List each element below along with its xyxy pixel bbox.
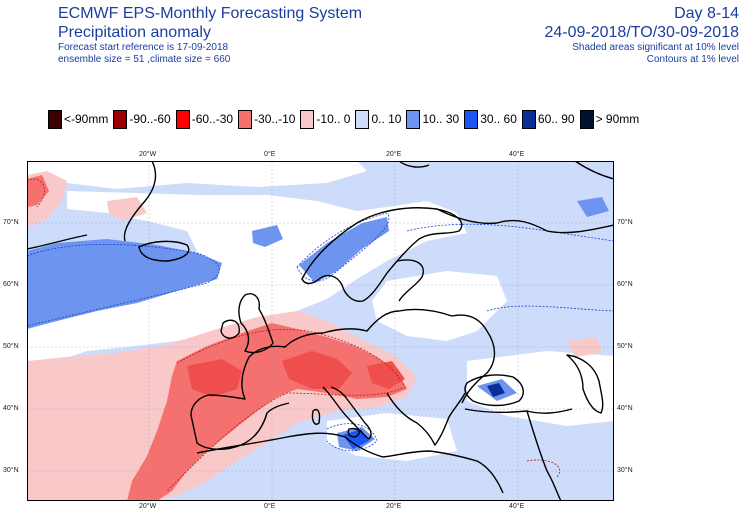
start-reference: Forecast start reference is 17-09-2018	[58, 42, 229, 53]
anomaly-minus10-0	[107, 197, 147, 221]
anomaly-10-30	[252, 225, 283, 247]
legend-label: 0.. 10	[371, 112, 402, 126]
system-title: ECMWF EPS-Monthly Forecasting System	[58, 5, 363, 22]
legend-item: 30.. 60	[464, 109, 517, 129]
parameter-title: Precipitation anomaly	[58, 24, 211, 41]
non-significant-area	[372, 271, 507, 341]
anomaly-minus60-minus30	[282, 351, 352, 389]
legend-swatch	[406, 109, 421, 129]
legend-swatch	[355, 109, 370, 129]
lon-tick-label: 20°W	[139, 151, 157, 158]
lat-tick-label: 50°N	[3, 343, 19, 350]
lon-tick-label: 20°W	[139, 503, 157, 510]
legend-swatch	[579, 109, 594, 129]
legend-item: 60.. 90	[521, 109, 575, 129]
lon-tick-label: 0°E	[264, 151, 276, 158]
legend-label: -30..-10	[254, 112, 296, 126]
lat-tick-label: 60°N	[3, 281, 19, 288]
legend-item: -10.. 0	[300, 109, 351, 129]
legend-label: <-90mm	[64, 112, 109, 126]
lat-tick-label: 50°N	[617, 343, 633, 350]
lon-tick-label: 0°E	[264, 503, 276, 510]
anomaly-10-30	[137, 251, 187, 269]
lon-tick-label: 20°E	[386, 503, 402, 510]
legend-item: > 90mm	[579, 109, 640, 129]
lat-tick-label: 70°N	[3, 219, 19, 226]
legend-item: -30..-10	[238, 109, 296, 129]
shaded-note: Shaded areas significant at 10% level	[572, 42, 739, 53]
legend-item: 10.. 30	[406, 109, 460, 129]
legend-label: 30.. 60	[480, 112, 517, 126]
lat-tick-label: 30°N	[617, 467, 633, 474]
legend-swatch	[48, 109, 62, 129]
legend-swatch	[175, 109, 190, 129]
non-significant-area	[27, 161, 367, 189]
legend-swatch	[464, 109, 479, 129]
contour-1pct	[27, 178, 614, 492]
legend-swatch	[521, 109, 536, 129]
lat-tick-label: 70°N	[617, 219, 633, 226]
anomaly-minus30-minus10	[27, 175, 49, 207]
lon-tick-label: 20°E	[386, 151, 402, 158]
lat-tick-label: 30°N	[3, 467, 19, 474]
legend-label: -90..-60	[129, 112, 171, 126]
lat-tick-label: 40°N	[617, 405, 633, 412]
non-significant-area	[467, 351, 614, 426]
map-canvas	[27, 161, 614, 501]
legend-item: 0.. 10	[355, 109, 402, 129]
forecast-period: 24-09-2018/TO/30-09-2018	[544, 24, 739, 41]
legend-label: -60..-30	[191, 112, 234, 126]
anomaly-60-90	[487, 383, 505, 397]
day-range: Day 8-14	[674, 5, 739, 22]
legend-item: <-90mm	[48, 109, 109, 129]
map-frame	[27, 161, 614, 501]
anomaly-10-30	[577, 197, 609, 217]
lat-tick-label: 60°N	[617, 281, 633, 288]
color-legend: <-90mm -90..-60 -60..-30 -30..-10 -10.. …	[48, 108, 644, 130]
lat-tick-label: 40°N	[3, 405, 19, 412]
header-left: ECMWF EPS-Monthly Forecasting System Pre…	[58, 4, 362, 66]
legend-label: -10.. 0	[316, 112, 351, 126]
legend-label: 10.. 30	[422, 112, 460, 126]
ensemble-info: ensemble size = 51 ,climate size = 660	[58, 54, 231, 65]
anomaly-minus60-minus30	[187, 359, 242, 397]
legend-swatch	[238, 109, 253, 129]
lon-tick-label: 40°E	[509, 503, 525, 510]
legend-label: 60.. 90	[537, 112, 575, 126]
legend-swatch	[300, 109, 315, 129]
legend-item: -60..-30	[175, 109, 234, 129]
lon-tick-label: 40°E	[509, 151, 525, 158]
legend-label: > 90mm	[595, 112, 640, 126]
graticule	[27, 161, 614, 501]
coastlines	[27, 161, 614, 501]
anomaly-10-30	[299, 217, 389, 283]
header-right: Day 8-14 24-09-2018/TO/30-09-2018 Shaded…	[544, 4, 739, 66]
contour-note: Contours at 1% level	[646, 54, 739, 65]
legend-swatch	[113, 109, 128, 129]
anomaly-map: 20°W 0°E 20°E 40°E 20°W 0°E 20°E 40°E 70…	[3, 151, 633, 510]
anomaly-minus60-minus30	[367, 361, 405, 389]
legend-item: -90..-60	[113, 109, 171, 129]
